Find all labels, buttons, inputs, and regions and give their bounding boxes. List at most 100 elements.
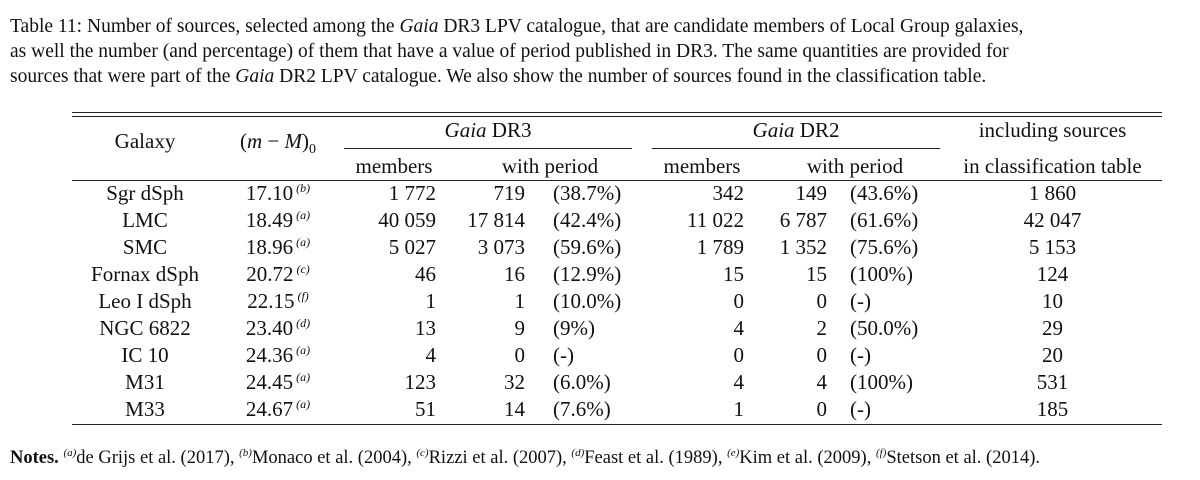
cell-classification-count: 5 153 (945, 234, 1160, 260)
cell-dr2-members: 4 (652, 369, 745, 395)
cell-dr2-members: 342 (652, 180, 745, 206)
cell-dr3-period-count: 9 (450, 315, 526, 341)
cell-distance-modulus-value: 24.36 (245, 343, 294, 367)
cell-dr3-members-value: 123 (404, 370, 437, 394)
cell-distance-modulus-value: 18.96 (245, 235, 294, 259)
cell-dr2-period-pct-value: (-) (850, 289, 871, 313)
cell-dr3-period-pct-value: (6.0%) (553, 370, 611, 394)
gaia-italic: Gaia (444, 118, 487, 142)
top-rule (72, 112, 1162, 113)
cell-dr2-period-count-value: 4 (816, 370, 828, 394)
caption-label: Table 11: (10, 16, 83, 37)
cell-dr3-period-pct: (12.9%) (553, 261, 643, 287)
cell-classification-count-value: 185 (1036, 397, 1069, 421)
note-reference-marker: (a) (63, 447, 77, 459)
cell-distance-modulus: 18.96 (a) (218, 234, 338, 260)
cell-dr2-period-pct: (100%) (850, 369, 940, 395)
reference-superscript: (c) (293, 262, 310, 276)
cell-dr2-period-count-value: 6 787 (779, 208, 827, 232)
gaia-italic: Gaia (235, 66, 275, 87)
cell-dr3-period-pct-value: (38.7%) (553, 181, 622, 205)
header-dr2-with-period: with period (806, 154, 904, 178)
cell-galaxy-value: Sgr dSph (106, 181, 184, 205)
cell-classification-count-value: 1 860 (1028, 181, 1077, 205)
cell-dr3-period-count-value: 32 (504, 370, 525, 394)
cell-dr2-period-pct-value: (50.0%) (850, 316, 919, 340)
note-reference-marker: (c) (416, 447, 429, 459)
cell-distance-modulus-value: 20.72 (246, 262, 294, 286)
bottom-rule (72, 424, 1162, 425)
cell-galaxy: Sgr dSph (80, 180, 210, 206)
cell-dr2-members-value: 4 (733, 316, 745, 340)
header-galaxy: Galaxy (114, 129, 176, 153)
modulus-paren-open: ( (239, 129, 247, 153)
header-including-1: including sources (978, 118, 1127, 142)
reference-superscript: (a) (293, 208, 311, 222)
cell-galaxy: NGC 6822 (80, 315, 210, 341)
top-rule-double (72, 116, 1162, 117)
cell-classification-count-value: 124 (1036, 262, 1069, 286)
caption-text: DR2 LPV catalogue. We also show the numb… (279, 66, 987, 87)
cell-dr2-period-count-value: 0 (816, 289, 828, 313)
reference-superscript: (b) (293, 181, 311, 195)
cell-dr3-period-count-value: 14 (504, 397, 525, 421)
cell-dr2-period-count: 4 (752, 369, 828, 395)
cell-dr2-period-pct-value: (61.6%) (850, 208, 919, 232)
cell-dr2-members-value: 1 (733, 397, 745, 421)
cell-galaxy: Fornax dSph (80, 261, 210, 287)
cell-distance-modulus: 23.40 (d) (218, 315, 338, 341)
cell-dr3-period-pct-value: (10.0%) (553, 289, 622, 313)
notes-references: (a)de Grijs et al. (2017), (b)Monaco et … (63, 447, 1040, 469)
cell-dr3-period-count-value: 16 (504, 262, 525, 286)
cell-distance-modulus: 24.45 (a) (218, 369, 338, 395)
cell-distance-modulus: 22.15 (f) (218, 288, 338, 314)
cell-classification-count: 185 (945, 396, 1160, 422)
cell-dr2-period-count: 0 (752, 288, 828, 314)
cell-dr2-period-pct: (61.6%) (850, 207, 940, 233)
cell-dr3-period-count-value: 17 814 (467, 208, 525, 232)
cell-dr2-members: 15 (652, 261, 744, 287)
cell-dr2-members: 11 022 (652, 207, 744, 233)
cell-dr2-members: 1 789 (652, 234, 744, 260)
header-gaia-dr3: Gaia DR3 (344, 117, 632, 143)
cell-dr2-period-count-value: 1 352 (779, 235, 827, 259)
cell-dr3-members: 5 027 (344, 234, 436, 260)
cell-dr3-members-value: 13 (415, 316, 436, 340)
cell-dr2-members-value: 15 (723, 262, 744, 286)
cell-dr2-period-pct: (43.6%) (850, 180, 940, 206)
cell-classification-count-value: 29 (1042, 316, 1063, 340)
dr2-group-rule (652, 148, 940, 149)
cell-distance-modulus-value: 24.45 (245, 370, 294, 394)
reference-superscript: (a) (293, 343, 311, 357)
cell-distance-modulus: 18.49 (a) (218, 207, 338, 233)
cell-dr3-members: 13 (344, 315, 436, 341)
cell-dr3-period-count: 32 (450, 369, 525, 395)
cell-dr3-period-pct: (-) (553, 342, 643, 368)
cell-dr2-period-count: 15 (752, 261, 827, 287)
cell-dr3-members-value: 1 (425, 289, 437, 313)
cell-dr3-period-pct-value: (42.4%) (553, 208, 622, 232)
cell-dr3-members-value: 1 772 (388, 181, 436, 205)
cell-dr3-members-value: 5 027 (388, 235, 436, 259)
cell-galaxy-value: IC 10 (121, 343, 169, 367)
cell-dr3-period-pct: (7.6%) (553, 396, 643, 422)
cell-dr3-period-pct: (9%) (553, 315, 643, 341)
cell-dr3-period-count-value: 719 (493, 181, 526, 205)
reference-superscript: (a) (293, 235, 311, 249)
cell-distance-modulus-value: 23.40 (245, 316, 294, 340)
cell-dr2-period-count-value: 149 (795, 181, 828, 205)
cell-dr2-period-pct: (-) (850, 342, 940, 368)
header-dr3-text: DR3 (486, 118, 532, 142)
cell-galaxy-value: SMC (122, 235, 168, 259)
cell-galaxy-value: LMC (122, 208, 168, 232)
cell-dr3-members: 46 (344, 261, 436, 287)
table-caption: Table 11: Number of sources, selected am… (10, 14, 1200, 89)
cell-dr2-members-value: 342 (712, 181, 745, 205)
header-distance-modulus: (m − M)0 (218, 128, 338, 163)
cell-dr2-members: 4 (652, 315, 745, 341)
cell-dr2-members-value: 0 (733, 343, 745, 367)
cell-dr3-members: 123 (344, 369, 437, 395)
cell-dr3-period-count-value: 0 (514, 343, 526, 367)
cell-dr2-period-pct-value: (100%) (850, 262, 913, 286)
cell-dr2-period-count: 149 (752, 180, 828, 206)
